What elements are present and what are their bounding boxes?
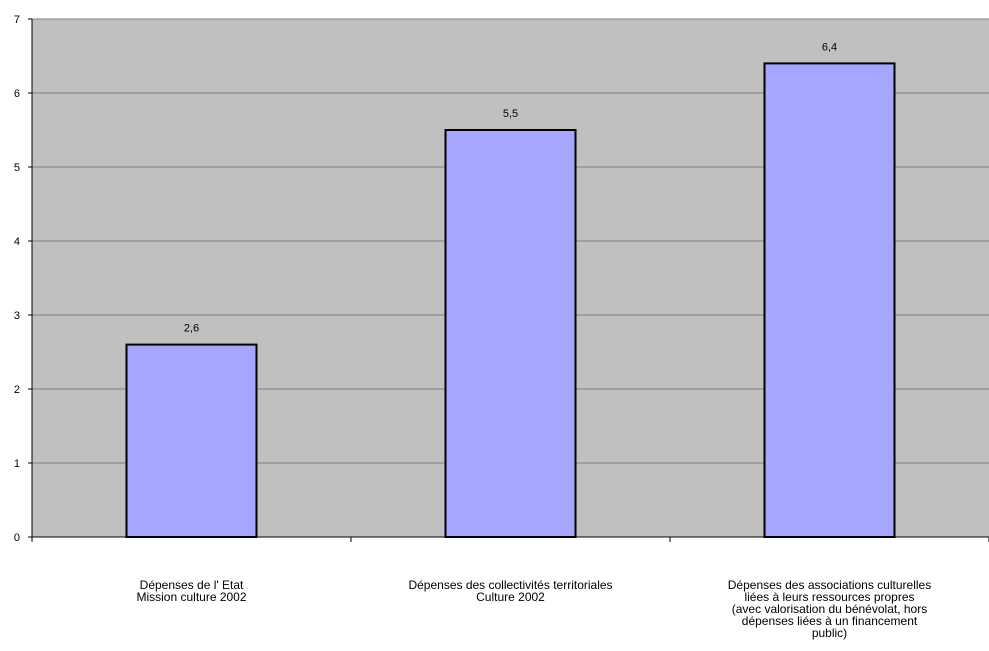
y-tick-label: 7 <box>14 14 20 26</box>
bars <box>125 62 896 539</box>
y-tick-label: 4 <box>14 236 20 248</box>
data-labels: 2,6 5,5 6,4 <box>184 41 837 334</box>
y-tick-label: 6 <box>14 88 20 100</box>
y-tick-label: 1 <box>14 458 20 470</box>
bar <box>763 62 896 539</box>
bar <box>444 129 577 538</box>
y-tick-label: 5 <box>14 162 20 174</box>
data-label: 6,4 <box>822 41 837 53</box>
x-tick-label: Dépenses des associations culturelles li… <box>727 578 932 640</box>
data-label: 5,5 <box>503 108 518 120</box>
y-tick-label: 0 <box>14 532 20 544</box>
x-tick-label: Dépenses de l' Etat Mission culture 2002 <box>136 578 247 604</box>
data-label: 2,6 <box>184 323 199 335</box>
x-tick-label: Dépenses des collectivités territoriales… <box>408 578 613 604</box>
bar <box>125 343 258 538</box>
y-tick-label: 2 <box>14 384 20 396</box>
y-tick-label: 3 <box>14 310 20 322</box>
